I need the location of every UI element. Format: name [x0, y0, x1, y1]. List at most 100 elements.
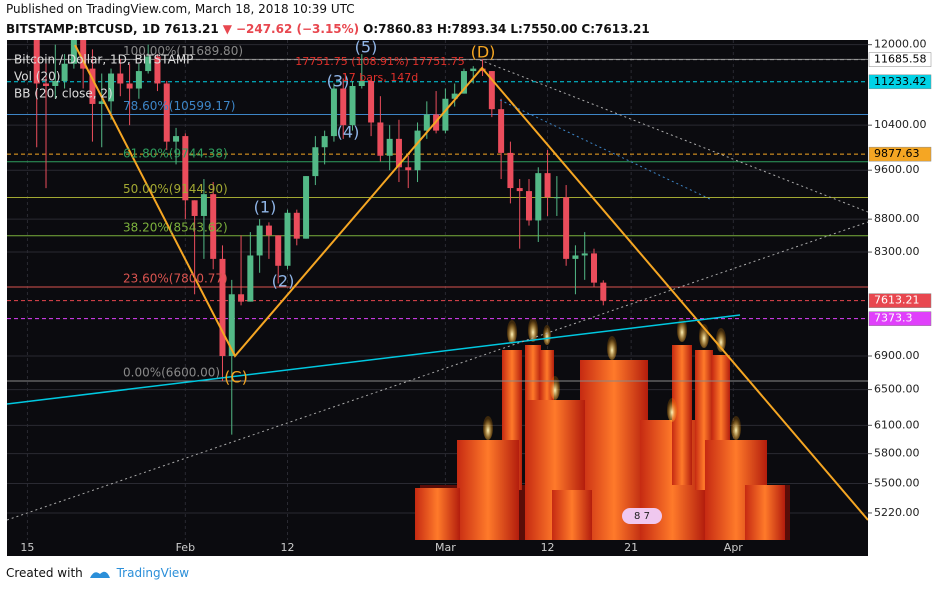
candle-body — [145, 56, 152, 72]
annotation: 17 bars, 147d — [342, 71, 418, 84]
candle-body — [303, 176, 310, 239]
price-box — [868, 311, 932, 326]
candle-body — [405, 167, 412, 171]
candle-body — [52, 80, 59, 86]
candle-body — [89, 68, 96, 104]
annotation: 17751.75 (108.91%) 17751.75 — [295, 55, 465, 68]
candle-body — [256, 225, 263, 256]
price-box — [868, 74, 932, 90]
flame — [607, 336, 617, 360]
y-tick-label: 6900.00 — [874, 349, 920, 362]
y-tick-label: 6100.00 — [874, 418, 920, 431]
quote-part: 7613.21 — [164, 22, 219, 36]
y-tick-label: 9600.00 — [874, 163, 920, 176]
candle-body — [553, 197, 560, 199]
wave-line — [74, 44, 868, 521]
candle-body — [544, 173, 551, 198]
candle-body — [70, 40, 77, 64]
candle-body — [80, 40, 87, 69]
candle-body — [349, 85, 356, 126]
y-tick-label: 8800.00 — [874, 212, 920, 225]
x-tick-label: Mar — [435, 541, 456, 554]
fib-label: 0.00%(6600.00) — [123, 365, 220, 379]
price-box — [868, 52, 932, 67]
candle-body — [600, 282, 607, 301]
quote-part: H:7893.34 — [436, 22, 507, 36]
fib-label: 23.60%(7800.77) — [123, 271, 228, 285]
candle-body — [395, 138, 402, 168]
candle-body — [535, 173, 542, 221]
quote-part: BITSTAMP:BTCUSD, 1D — [6, 22, 161, 36]
price-label: 7613.21 — [874, 294, 920, 307]
candle-body — [498, 109, 505, 153]
wave-label: (4) — [337, 123, 360, 142]
candle-body — [507, 152, 514, 189]
quote-part: C:7613.21 — [581, 22, 650, 36]
price-label: 7373.3 — [874, 312, 913, 325]
candle-body — [368, 80, 375, 123]
price-label: 11685.58 — [874, 53, 927, 66]
candle — [672, 345, 692, 485]
candle-body — [61, 63, 68, 81]
x-tick-label: Feb — [176, 541, 195, 554]
candle-body — [33, 40, 40, 84]
candle-body — [191, 200, 198, 216]
fib-label: 100.00%(11689.80) — [123, 44, 243, 58]
footer-brand[interactable]: TradingView — [116, 566, 190, 580]
footer-text: Created with — [6, 566, 83, 580]
candle-body — [219, 258, 226, 356]
drawings — [7, 44, 868, 521]
candle-body — [340, 88, 347, 126]
price-box — [868, 293, 932, 308]
price-label: 9877.63 — [874, 147, 920, 160]
price-label: 11233.42 — [874, 75, 927, 88]
candle-body — [563, 197, 570, 259]
flame — [677, 318, 687, 342]
y-tick-label: 6500.00 — [874, 383, 920, 396]
candle-body — [200, 194, 207, 216]
candle-body — [210, 194, 217, 259]
candle — [457, 440, 519, 550]
bubble — [622, 508, 662, 524]
flame — [550, 376, 560, 400]
candle-body — [358, 80, 365, 86]
x-tick-label: 15 — [20, 541, 34, 554]
footer: Created with TradingView — [6, 566, 189, 580]
candle-body — [126, 83, 133, 89]
candle-body — [488, 71, 495, 110]
x-tick-label: Apr — [724, 541, 744, 554]
legend-item: BB (20, close, 2) — [14, 87, 113, 101]
candle-body — [525, 191, 532, 221]
fib-label: 61.80%(9744.38) — [123, 146, 228, 160]
flame — [543, 325, 551, 345]
candle-body — [135, 71, 142, 89]
quote-part: −247.62 (−3.15%) — [235, 22, 360, 36]
candle-body — [293, 212, 300, 239]
fib-label: 78.60%(10599.17) — [123, 99, 235, 113]
bubble-text: 8 7 — [634, 511, 650, 522]
candle-body — [108, 73, 115, 102]
flame — [483, 416, 493, 440]
fib-label: 50.00%(9144.90) — [123, 182, 228, 196]
candle-body — [321, 136, 328, 148]
published-line: Published on TradingView.com, March 18, … — [6, 2, 355, 16]
logo — [90, 571, 110, 578]
candle-body — [470, 68, 477, 72]
candle-body — [163, 83, 170, 142]
candle-body — [516, 188, 523, 192]
x-axis-background — [7, 540, 868, 556]
wave-label: (5) — [355, 38, 378, 57]
y-tick-label: 10400.00 — [874, 118, 927, 131]
candle-body — [451, 93, 458, 99]
candle-body — [182, 136, 189, 201]
candle-body — [284, 212, 291, 266]
candle-body — [330, 88, 337, 137]
candle-body — [591, 253, 598, 283]
x-tick-label: 21 — [624, 541, 638, 554]
wave-label: (1) — [254, 198, 277, 217]
candle-body — [154, 56, 161, 84]
x-tick-label: 12 — [280, 541, 294, 554]
wave-label: (2) — [272, 272, 295, 291]
y-tick-label: 5800.00 — [874, 447, 920, 460]
